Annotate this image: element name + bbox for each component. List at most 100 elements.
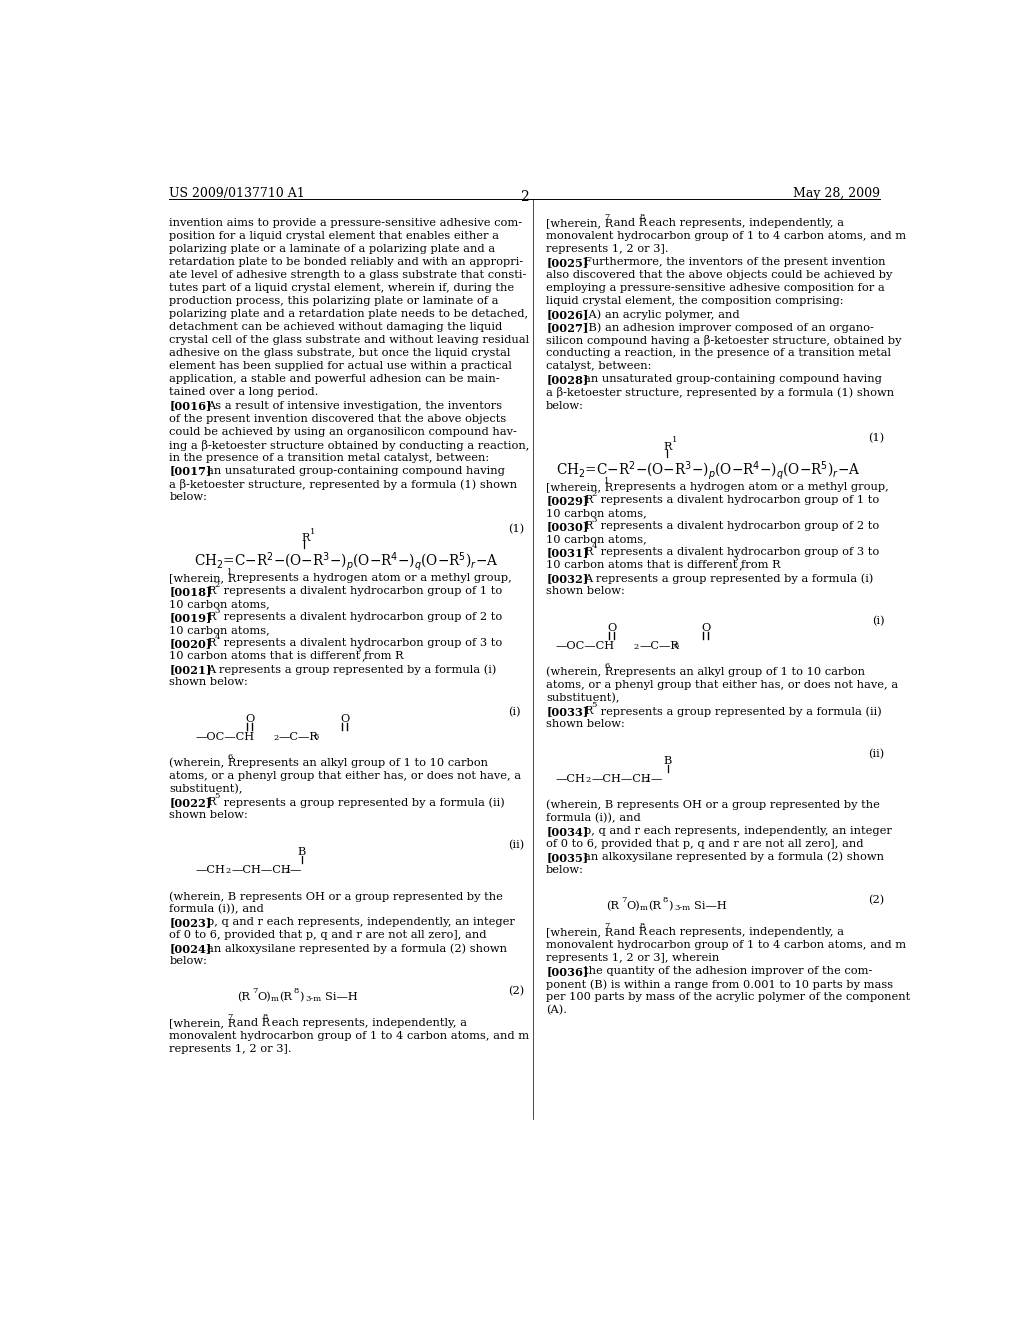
Text: and R: and R xyxy=(609,928,647,937)
Text: 2: 2 xyxy=(592,490,597,498)
Text: R: R xyxy=(585,495,593,506)
Text: R: R xyxy=(207,612,216,622)
Text: Si—H: Si—H xyxy=(694,902,727,911)
Text: 1: 1 xyxy=(227,568,232,577)
Text: liquid crystal element, the composition comprising:: liquid crystal element, the composition … xyxy=(546,297,844,306)
Text: [0035]: [0035] xyxy=(546,851,589,863)
Text: represents a divalent hydrocarbon group of 2 to: represents a divalent hydrocarbon group … xyxy=(597,521,880,531)
Text: 3: 3 xyxy=(592,516,597,524)
Text: (ii): (ii) xyxy=(868,748,885,759)
Text: ponent (B) is within a range from 0.001 to 10 parts by mass: ponent (B) is within a range from 0.001 … xyxy=(546,979,893,990)
Text: 6: 6 xyxy=(313,733,318,741)
Text: adhesive on the glass substrate, but once the liquid crystal: adhesive on the glass substrate, but onc… xyxy=(169,348,511,359)
Text: application, a stable and powerful adhesion can be main-: application, a stable and powerful adhes… xyxy=(169,375,500,384)
Text: (R: (R xyxy=(606,902,620,912)
Text: tained over a long period.: tained over a long period. xyxy=(169,388,318,397)
Text: of the present invention discovered that the above objects: of the present invention discovered that… xyxy=(169,413,507,424)
Text: Furthermore, the inventors of the present invention: Furthermore, the inventors of the presen… xyxy=(585,257,886,268)
Text: —CH—CH: —CH—CH xyxy=(592,774,651,784)
Text: [0020]: [0020] xyxy=(169,639,212,649)
Text: represents a divalent hydrocarbon group of 3 to: represents a divalent hydrocarbon group … xyxy=(597,548,880,557)
Text: 3: 3 xyxy=(733,556,738,564)
Text: below:: below: xyxy=(169,491,207,502)
Text: 3: 3 xyxy=(214,607,220,615)
Text: 10 carbon atoms that is different from R: 10 carbon atoms that is different from R xyxy=(169,651,403,661)
Text: [0030]: [0030] xyxy=(546,521,589,532)
Text: R: R xyxy=(664,442,672,451)
Text: represents a divalent hydrocarbon group of 2 to: represents a divalent hydrocarbon group … xyxy=(220,612,503,622)
Text: shown below:: shown below: xyxy=(546,586,625,597)
Text: —CH—CH: —CH—CH xyxy=(231,865,291,875)
Text: (A) an acrylic polymer, and: (A) an acrylic polymer, and xyxy=(585,309,740,319)
Text: 7: 7 xyxy=(604,214,609,222)
Text: [0034]: [0034] xyxy=(546,826,589,837)
Text: element has been supplied for actual use within a practical: element has been supplied for actual use… xyxy=(169,362,512,371)
Text: 8: 8 xyxy=(663,896,669,904)
Text: and R: and R xyxy=(232,1019,270,1028)
Text: retardation plate to be bonded reliably and with an appropri-: retardation plate to be bonded reliably … xyxy=(169,257,523,268)
Text: ): ) xyxy=(299,993,304,1003)
Text: —OC—CH: —OC—CH xyxy=(196,733,255,742)
Text: formula (i)), and: formula (i)), and xyxy=(169,904,264,915)
Text: atoms, or a phenyl group that either has, or does not have, a: atoms, or a phenyl group that either has… xyxy=(169,771,521,781)
Text: 1: 1 xyxy=(604,478,609,486)
Text: [wherein, R: [wherein, R xyxy=(169,573,237,583)
Text: ing a β-ketoester structure obtained by conducting a reaction,: ing a β-ketoester structure obtained by … xyxy=(169,440,529,450)
Text: CH$_2$=C$-$R$^2$$-$(O$-$R$^3$$-$)$_p$(O$-$R$^4$$-$)$_q$(O$-$R$^5$)$_r$$-$A: CH$_2$=C$-$R$^2$$-$(O$-$R$^3$$-$)$_p$(O$… xyxy=(556,459,860,482)
Text: 5: 5 xyxy=(214,792,220,800)
Text: polarizing plate or a laminate of a polarizing plate and a: polarizing plate or a laminate of a pola… xyxy=(169,244,496,255)
Text: [0027]: [0027] xyxy=(546,322,589,334)
Text: a β-ketoester structure, represented by a formula (1) shown: a β-ketoester structure, represented by … xyxy=(546,388,894,399)
Text: (R: (R xyxy=(648,902,662,912)
Text: 2: 2 xyxy=(634,643,639,651)
Text: m: m xyxy=(270,995,279,1003)
Text: O): O) xyxy=(627,902,640,912)
Text: R: R xyxy=(207,797,216,808)
Text: shown below:: shown below: xyxy=(169,677,248,688)
Text: [0033]: [0033] xyxy=(546,706,589,717)
Text: silicon compound having a β-ketoester structure, obtained by: silicon compound having a β-ketoester st… xyxy=(546,335,902,346)
Text: p, q and r each represents, independently, an integer: p, q and r each represents, independentl… xyxy=(585,826,892,836)
Text: formula (i)), and: formula (i)), and xyxy=(546,813,641,824)
Text: below:: below: xyxy=(169,956,207,966)
Text: R: R xyxy=(585,548,593,557)
Text: O: O xyxy=(341,714,350,723)
Text: (A).: (A). xyxy=(546,1006,567,1015)
Text: employing a pressure-sensitive adhesive composition for a: employing a pressure-sensitive adhesive … xyxy=(546,284,885,293)
Text: represents a group represented by a formula (ii): represents a group represented by a form… xyxy=(597,706,882,717)
Text: 3-m: 3-m xyxy=(674,904,690,912)
Text: [0028]: [0028] xyxy=(546,375,589,385)
Text: [0021]: [0021] xyxy=(169,664,212,676)
Text: 10 carbon atoms,: 10 carbon atoms, xyxy=(169,599,270,610)
Text: of 0 to 6, provided that p, q and r are not all zero], and: of 0 to 6, provided that p, q and r are … xyxy=(169,931,486,940)
Text: (wherein, B represents OH or a group represented by the: (wherein, B represents OH or a group rep… xyxy=(169,891,503,902)
Text: shown below:: shown below: xyxy=(169,810,248,820)
Text: 7: 7 xyxy=(604,923,609,931)
Text: 10 carbon atoms,: 10 carbon atoms, xyxy=(546,508,647,519)
Text: [0031]: [0031] xyxy=(546,548,589,558)
Text: represents an alkyl group of 1 to 10 carbon: represents an alkyl group of 1 to 10 car… xyxy=(232,758,487,768)
Text: (R: (R xyxy=(280,993,293,1003)
Text: —OC—CH: —OC—CH xyxy=(556,642,614,651)
Text: May 28, 2009: May 28, 2009 xyxy=(794,187,881,199)
Text: p, q and r each represents, independently, an integer: p, q and r each represents, independentl… xyxy=(207,917,515,927)
Text: catalyst, between:: catalyst, between: xyxy=(546,362,651,371)
Text: 5: 5 xyxy=(592,701,597,709)
Text: 2: 2 xyxy=(285,867,290,875)
Text: a β-ketoester structure, represented by a formula (1) shown: a β-ketoester structure, represented by … xyxy=(169,479,517,490)
Text: [0023]: [0023] xyxy=(169,917,212,928)
Text: each represents, independently, a: each represents, independently, a xyxy=(645,928,844,937)
Text: ,: , xyxy=(738,560,742,570)
Text: also discovered that the above objects could be achieved by: also discovered that the above objects c… xyxy=(546,271,893,280)
Text: —C—R: —C—R xyxy=(639,642,679,651)
Text: and R: and R xyxy=(609,218,647,228)
Text: production process, this polarizing plate or laminate of a: production process, this polarizing plat… xyxy=(169,297,499,306)
Text: ate level of adhesive strength to a glass substrate that consti-: ate level of adhesive strength to a glas… xyxy=(169,271,526,280)
Text: US 2009/0137710 A1: US 2009/0137710 A1 xyxy=(169,187,305,199)
Text: 2: 2 xyxy=(225,867,230,875)
Text: [wherein, R: [wherein, R xyxy=(546,482,613,492)
Text: A represents a group represented by a formula (i): A represents a group represented by a fo… xyxy=(207,664,497,675)
Text: an alkoxysilane represented by a formula (2) shown: an alkoxysilane represented by a formula… xyxy=(207,942,507,953)
Text: represents a hydrogen atom or a methyl group,: represents a hydrogen atom or a methyl g… xyxy=(609,482,889,492)
Text: 7: 7 xyxy=(252,987,257,995)
